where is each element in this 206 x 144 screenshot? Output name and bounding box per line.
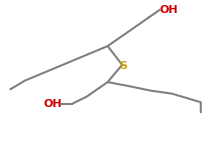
Text: S: S (119, 60, 126, 71)
Text: OH: OH (43, 99, 62, 109)
Text: OH: OH (159, 5, 177, 15)
